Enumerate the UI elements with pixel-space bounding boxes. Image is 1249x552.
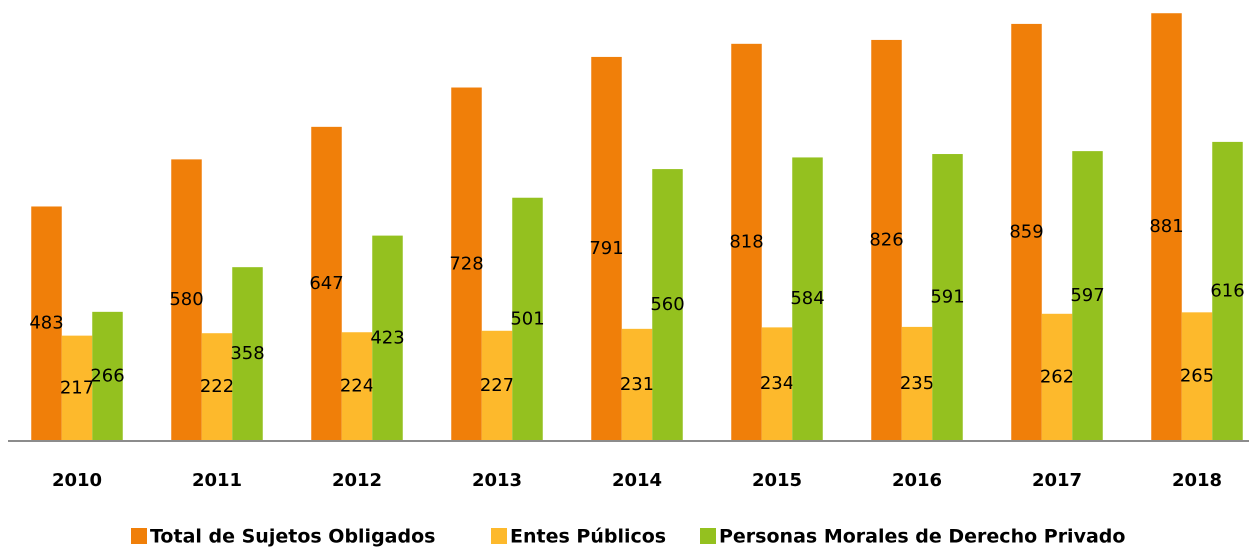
bar [591,56,622,441]
x-tick-label: 2018 [1172,470,1222,491]
legend-label: Total de Sujetos Obligados [150,526,435,548]
bar [311,126,342,442]
bar [1041,313,1073,441]
x-tick-label: 2011 [192,470,242,491]
bar [1212,141,1243,442]
legend-label: Entes Públicos [510,526,666,548]
legend-swatch [700,528,716,544]
bar [1011,23,1042,442]
legend-swatch [131,528,147,544]
value-label: 217 [60,377,94,398]
bar [61,335,93,441]
x-tick-label: 2017 [1032,470,1082,491]
legend-swatch [491,528,507,544]
value-label: 222 [200,376,234,397]
value-label: 597 [1070,285,1104,306]
bar [901,326,933,441]
x-tick-label: 2013 [472,470,522,491]
value-label: 881 [1149,216,1183,237]
value-label: 265 [1180,366,1214,387]
x-tick-label: 2015 [752,470,802,491]
value-label: 234 [760,373,794,394]
value-label: 791 [589,238,623,259]
bar [871,39,902,441]
bar [372,235,403,441]
bar [171,159,202,441]
value-label: 227 [480,375,514,396]
bar [731,43,762,442]
x-tick-label: 2010 [52,470,102,491]
value-label: 826 [869,229,903,250]
value-label: 224 [340,376,374,397]
bar [652,169,683,442]
value-label: 483 [29,313,63,334]
bar [621,328,653,441]
legend-label: Personas Morales de Derecho Privado [719,526,1125,548]
x-tick-label: 2012 [332,470,382,491]
value-label: 423 [370,327,404,348]
bar [341,332,373,441]
bar [232,267,263,441]
value-label: 231 [620,374,654,395]
value-label: 560 [650,294,684,315]
value-label: 262 [1040,366,1074,387]
value-label: 358 [230,343,264,364]
value-label: 580 [169,289,203,310]
value-label: 235 [900,373,934,394]
bar [481,330,513,441]
value-label: 584 [790,288,824,309]
bar [761,327,793,441]
value-label: 266 [90,365,124,386]
bar [1072,151,1103,441]
value-label: 859 [1009,221,1043,242]
bar [792,157,823,442]
bar [1181,312,1213,441]
value-label: 647 [309,273,343,294]
bar [1151,13,1182,441]
value-label: 818 [729,231,763,252]
bar [932,154,963,441]
bar [92,311,123,441]
bar [512,197,543,441]
bar [201,333,233,441]
x-tick-label: 2014 [612,470,662,491]
value-label: 616 [1210,280,1244,301]
value-label: 591 [930,287,964,308]
value-label: 728 [449,253,483,274]
bar [31,206,62,441]
value-label: 501 [510,308,544,329]
bar [451,87,482,441]
x-tick-label: 2016 [892,470,942,491]
